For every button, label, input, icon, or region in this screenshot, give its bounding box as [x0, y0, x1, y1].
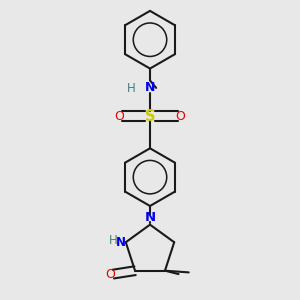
- Text: O: O: [176, 110, 185, 123]
- Text: N: N: [116, 236, 126, 249]
- Text: O: O: [115, 110, 124, 123]
- Text: N: N: [144, 212, 156, 224]
- Text: N: N: [145, 81, 155, 94]
- Text: H: H: [109, 234, 117, 247]
- Text: O: O: [106, 268, 116, 281]
- Text: H: H: [127, 82, 136, 95]
- Text: S: S: [145, 109, 155, 124]
